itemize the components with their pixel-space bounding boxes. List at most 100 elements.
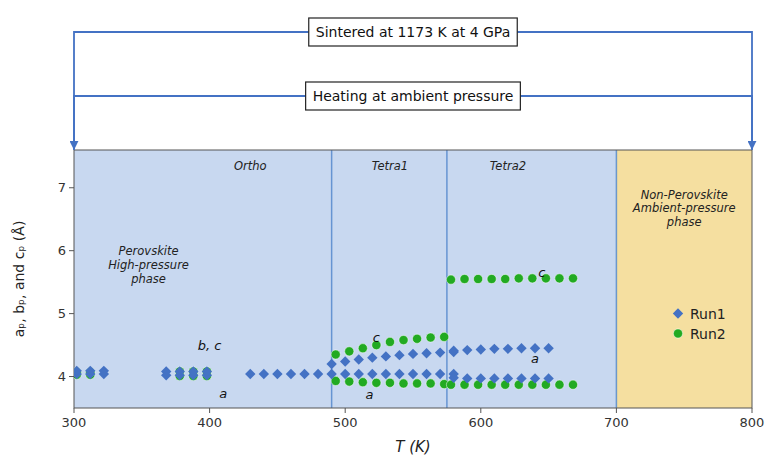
y-axis-label: aₚ, bₚ, and cₚ (Å) — [11, 221, 27, 338]
point — [408, 349, 418, 359]
x-tick — [752, 408, 753, 413]
annotation: b, c — [198, 338, 222, 353]
x-tick-label: 500 — [333, 415, 358, 430]
x-tick-label: 800 — [740, 415, 765, 430]
x-tick — [616, 408, 617, 413]
data-points — [74, 274, 578, 390]
point — [399, 379, 408, 388]
point — [326, 359, 336, 369]
point — [448, 346, 458, 356]
phase-boundary — [616, 150, 618, 408]
point — [299, 369, 309, 379]
point — [503, 344, 513, 354]
y-tick-label: 6 — [58, 243, 66, 258]
point — [381, 369, 391, 379]
x-axis-label: T (K) — [395, 438, 430, 456]
plot-frame — [74, 150, 752, 408]
point — [421, 369, 431, 379]
point — [161, 366, 171, 376]
point — [412, 379, 421, 388]
phase-label-line: High-pressure — [108, 258, 189, 272]
x-tick — [209, 408, 210, 413]
phase-label-line: Non-Perovskite — [641, 188, 728, 202]
legend: Run1Run2 — [673, 306, 726, 342]
point — [460, 274, 469, 283]
point — [543, 343, 553, 353]
note-bracket — [74, 32, 752, 150]
point — [286, 369, 296, 379]
bracket-line — [74, 96, 306, 150]
series-2 — [74, 274, 578, 390]
y-tick-label: 5 — [58, 306, 66, 321]
y-tick-label: 7 — [58, 180, 66, 195]
point — [476, 373, 486, 383]
point — [202, 366, 212, 376]
point — [462, 373, 472, 383]
regions — [74, 150, 752, 408]
phase-region — [616, 150, 752, 408]
annotation: c — [538, 265, 545, 280]
x-tick — [74, 408, 75, 413]
phase-label: Tetra1 — [372, 159, 408, 173]
point — [354, 354, 364, 364]
point — [543, 373, 553, 383]
legend-label: Run1 — [690, 306, 726, 322]
note-frame — [309, 18, 518, 46]
point — [188, 366, 198, 376]
point — [354, 369, 364, 379]
point — [489, 344, 499, 354]
point — [555, 274, 564, 283]
series-1 — [74, 343, 554, 384]
point — [175, 366, 185, 376]
point — [394, 350, 404, 360]
point — [448, 373, 458, 383]
bracket-arrow — [74, 32, 309, 149]
x-tick-label: 600 — [468, 415, 493, 430]
phase-label-line: phase — [666, 215, 702, 229]
point — [435, 347, 445, 357]
phase-label: Non-PerovskiteAmbient-pressurephase — [632, 188, 736, 230]
point — [435, 369, 445, 379]
note-frame — [306, 82, 521, 110]
note-text: Heating at ambient pressure — [313, 88, 514, 104]
point — [487, 274, 496, 283]
bracket-arrow — [520, 96, 752, 149]
phase-region — [74, 150, 616, 408]
annotation: a — [531, 351, 539, 366]
annotation: a — [219, 386, 227, 401]
phase-label-line: Tetra1 — [372, 159, 408, 173]
phase-label-line: phase — [130, 272, 166, 286]
point — [530, 373, 540, 383]
point — [259, 369, 269, 379]
phase-label-line: Ambient-pressure — [632, 201, 736, 215]
point — [503, 373, 513, 383]
x-tick-label: 400 — [197, 415, 222, 430]
legend-marker — [673, 308, 683, 318]
point — [74, 366, 82, 376]
point — [326, 369, 336, 379]
y-tick — [69, 376, 74, 377]
point — [440, 332, 449, 341]
legend-marker — [673, 329, 682, 338]
point — [412, 334, 421, 343]
point — [426, 333, 435, 342]
phase-label: Tetra2 — [490, 159, 526, 173]
point — [476, 344, 486, 354]
point — [272, 369, 282, 379]
point — [473, 274, 482, 283]
point — [514, 274, 523, 283]
point — [340, 356, 350, 366]
point — [99, 366, 109, 376]
point — [516, 373, 526, 383]
x-tick-label: 300 — [62, 415, 87, 430]
point — [245, 369, 255, 379]
y-tick — [69, 313, 74, 314]
point — [394, 369, 404, 379]
point — [528, 274, 537, 283]
point — [568, 274, 577, 283]
point — [358, 378, 367, 387]
chart: 3004005006007008004567T (K)aₚ, bₚ, and c… — [0, 0, 768, 467]
annotation: c — [373, 330, 380, 345]
bracket-line — [517, 32, 752, 150]
point — [489, 373, 499, 383]
